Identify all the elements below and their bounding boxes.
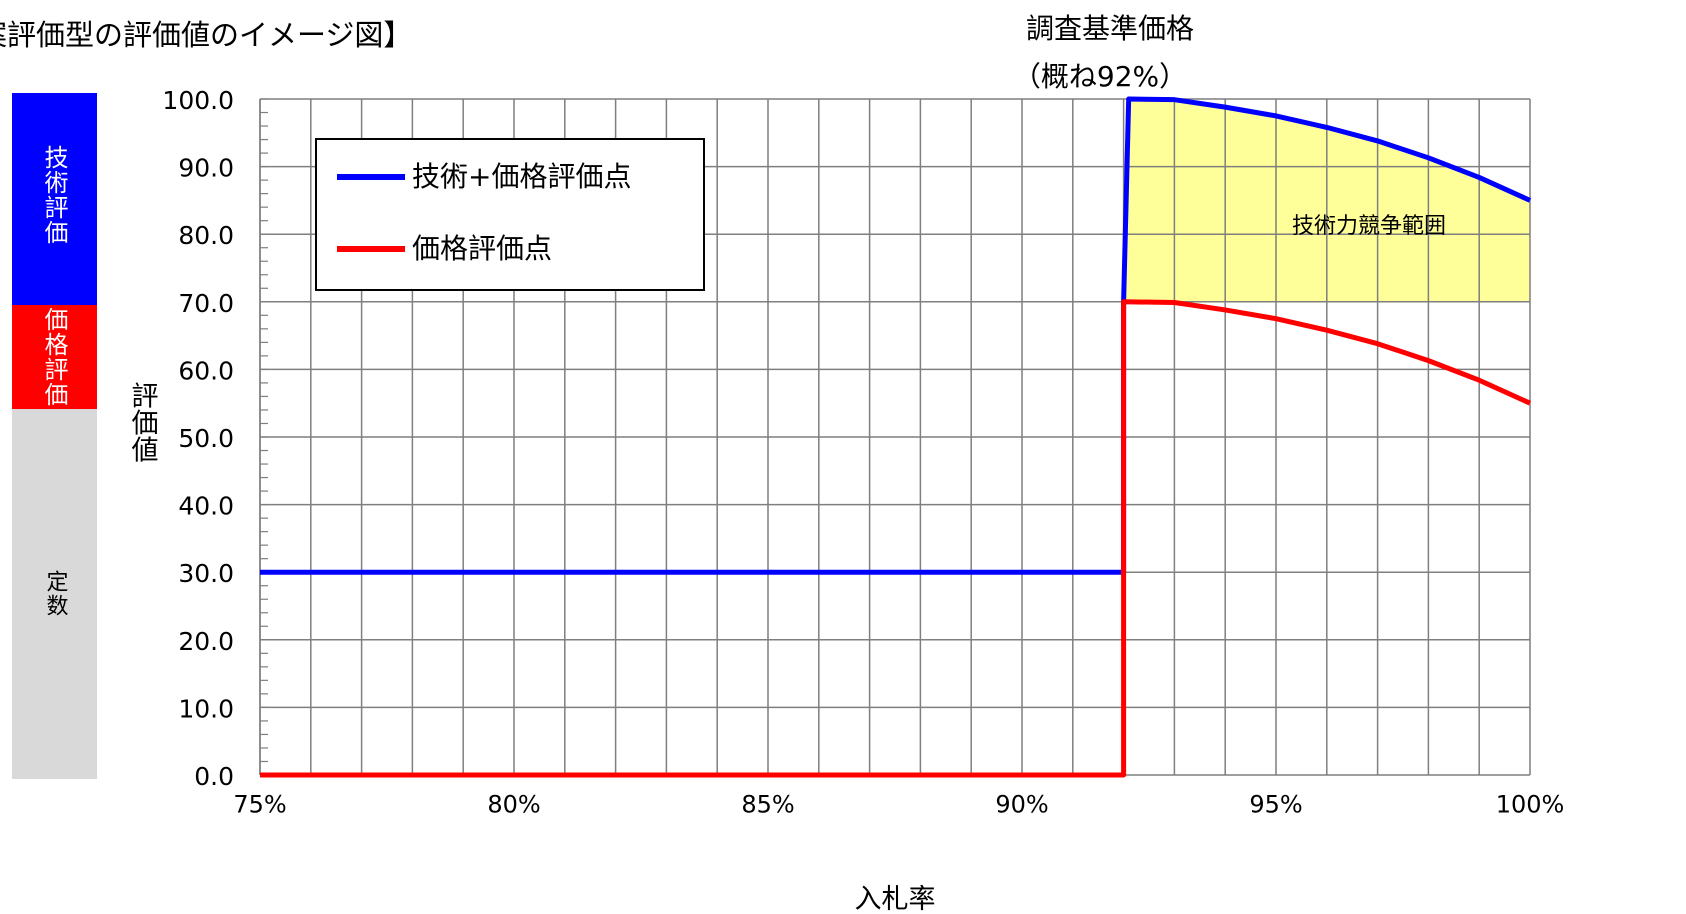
band-price-evaluation: 価格評価 — [12, 305, 97, 409]
y-tick-label: 100.0 — [162, 86, 234, 115]
y-tick-label: 70.0 — [178, 289, 234, 318]
x-tick-label: 100% — [1496, 791, 1565, 819]
page-title: 案評価型の評価値のイメージ図】 — [0, 18, 413, 52]
series-layer — [260, 96, 1532, 778]
legend-label-total: 技術+価格評価点 — [412, 160, 631, 193]
tick-layer: 75% 80% 85% 90% 95% 100% 0.0 10.0 20.0 30.0 40.0 50… — [162, 86, 1564, 819]
y-tick-label: 40.0 — [178, 492, 234, 521]
band-constant: 定数 — [12, 409, 97, 779]
x-tick-label: 75% — [233, 791, 286, 819]
x-tick-label: 90% — [995, 791, 1048, 819]
legend-label-price: 価格評価点 — [412, 232, 552, 265]
y-tick-label: 30.0 — [178, 559, 234, 588]
band-technical-label: 技術評価 — [40, 145, 68, 245]
x-tick-label: 80% — [487, 791, 540, 819]
y-tick-label: 60.0 — [178, 356, 234, 385]
y-tick-label: 10.0 — [178, 694, 234, 723]
x-tick-label: 85% — [741, 791, 794, 819]
y-tick-label: 0.0 — [194, 762, 234, 791]
series-line-price — [260, 299, 1532, 778]
x-tick-label: 95% — [1249, 791, 1302, 819]
band-technical-evaluation: 技術評価 — [12, 93, 97, 305]
y-axis-title: 評価値 — [127, 381, 159, 462]
x-axis-title: 入札率 — [855, 884, 936, 914]
legend-box — [315, 138, 705, 291]
y-tick-label: 80.0 — [178, 221, 234, 250]
legend: 技術+価格評価点 価格評価点 — [315, 138, 705, 291]
annotation-line1: 調査基準価格 — [1026, 12, 1194, 45]
y-tick-label: 20.0 — [178, 627, 234, 656]
band-constant-label: 定数 — [42, 570, 68, 618]
band-price-label: 価格評価 — [40, 307, 68, 407]
annotation-line2: （概ね92%） — [1013, 60, 1187, 93]
y-tick-label: 50.0 — [178, 424, 234, 453]
y-tick-label: 90.0 — [178, 154, 234, 183]
region-label: 技術力競争範囲 — [1292, 214, 1446, 239]
